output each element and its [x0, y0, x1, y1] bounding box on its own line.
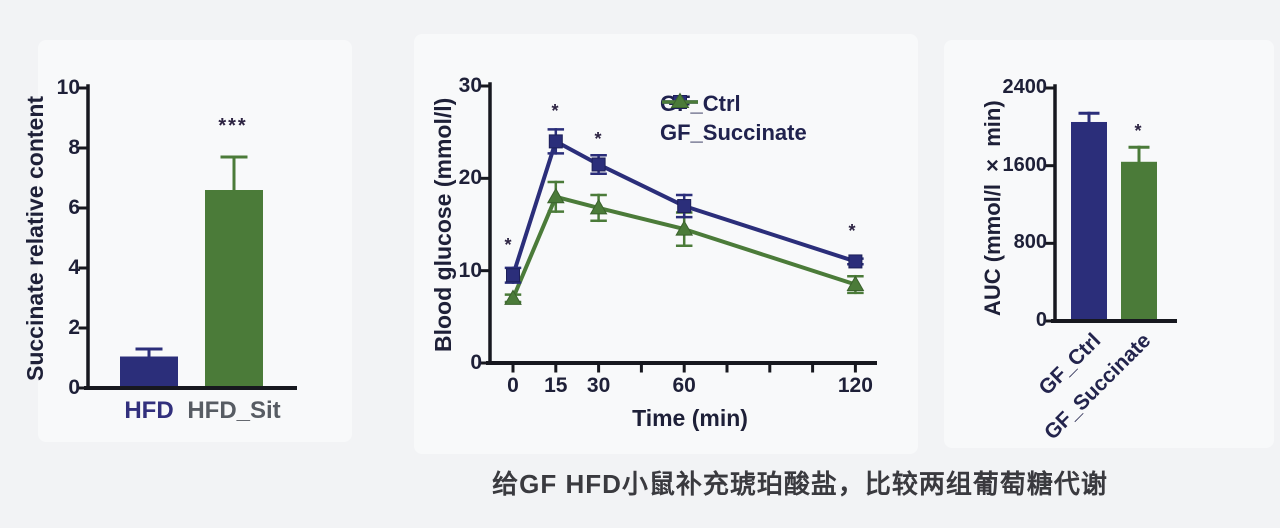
x-tick-label: 30: [586, 374, 611, 397]
significance-stars: ***: [218, 115, 248, 137]
category-label-hfd: HFD: [124, 397, 174, 424]
y-tick-label: 30: [458, 74, 482, 97]
x-tick-label: 120: [837, 374, 873, 397]
significance-star-t120: *: [848, 221, 858, 241]
y-tick-label: 4: [68, 256, 80, 279]
significance-star: *: [1134, 121, 1144, 141]
y-tick-label: 2400: [1002, 76, 1048, 98]
significance-star-t0: *: [504, 235, 514, 255]
category-label-hfd-sit: HFD_Sit: [187, 397, 281, 424]
figure-caption: 给GF HFD小鼠补充琥珀酸盐，比较两组葡萄糖代谢: [492, 469, 1108, 499]
y-tick-label: 2: [68, 316, 80, 339]
chart-auc-bar: AUC (mmol/l × min) * GF_Ctrl GF_Succinat…: [950, 60, 1280, 444]
blood-glucose-plot: [480, 82, 877, 373]
y-tick-label: 10: [458, 258, 482, 282]
x-tick-label: 60: [672, 374, 696, 397]
legend-item-gf-succinate: GF_Succinate: [660, 92, 807, 145]
significance-star-t15: *: [551, 101, 561, 121]
y-tick-label: 0: [1035, 309, 1047, 331]
y-tick-label: 10: [56, 76, 80, 99]
x-axis-label: Time (min): [632, 405, 748, 431]
panel-middle: [414, 34, 918, 454]
succinate-bar-plot: [78, 84, 297, 390]
y-axis-label: Blood glucose (mmol/l): [430, 97, 456, 352]
y-tick-label: 1600: [1002, 153, 1048, 176]
significance-star-t30: *: [594, 129, 604, 149]
panel-right: [944, 40, 1274, 448]
y-tick-label: 800: [1013, 231, 1047, 254]
y-tick-label: 6: [68, 196, 80, 219]
panel-left: [38, 40, 352, 442]
y-axis-label: Succinate relative content: [22, 95, 48, 381]
legend-label: GF_Succinate: [660, 120, 807, 145]
y-tick-label: 20: [458, 166, 482, 190]
y-tick-label: 0: [470, 351, 482, 374]
y-tick-label: 8: [68, 136, 80, 159]
chart-succinate-bar: Succinate relative content *** HFD HFD_S…: [20, 60, 350, 440]
x-tick-label: 0: [507, 374, 519, 397]
legend-marker-triangle: [662, 92, 698, 108]
chart-blood-glucose-line: Blood glucose (mmol/l) Time (min) GF_Ctr…: [430, 60, 900, 440]
legend: GF_Ctrl GF_Succinate: [660, 92, 807, 145]
y-tick-label: 0: [68, 376, 80, 399]
auc-bar-plot: [1045, 84, 1177, 323]
x-tick-label: 15: [544, 374, 568, 397]
y-axis-label: AUC (mmol/l × min): [980, 100, 1005, 316]
